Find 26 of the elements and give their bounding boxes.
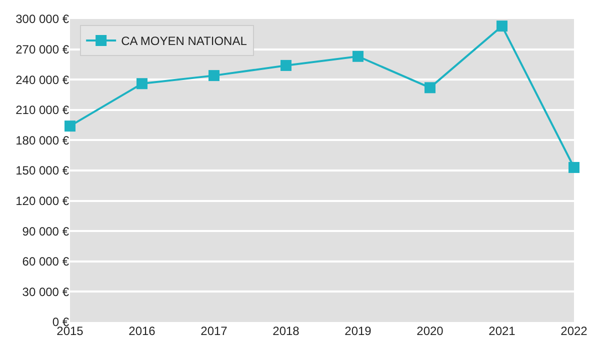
x-tick-label: 2021 xyxy=(488,324,516,338)
x-tick-label: 2018 xyxy=(272,324,300,338)
point xyxy=(64,120,76,132)
point xyxy=(424,82,436,94)
point xyxy=(352,50,364,62)
point xyxy=(136,78,148,90)
y-tick-label: 120 000 € xyxy=(16,194,70,208)
y-tick-label: 90 000 € xyxy=(22,224,70,238)
point xyxy=(208,70,220,82)
y-tick-label: 210 000 € xyxy=(16,103,70,118)
x-tick-label: 2022 xyxy=(560,324,588,338)
x-tick-label: 2020 xyxy=(416,324,444,338)
y-tick-label: 150 000 € xyxy=(16,164,70,178)
x-tick-label: 2019 xyxy=(344,324,372,338)
y-tick-label: 240 000 € xyxy=(16,72,70,87)
y-tick-label: 60 000 € xyxy=(22,254,70,269)
y-tick-label: 300 000 € xyxy=(16,12,70,26)
y-tick-label: 270 000 € xyxy=(16,42,70,56)
y-tick-label: 180 000 € xyxy=(16,133,70,148)
x-tick-label: 2016 xyxy=(128,324,156,338)
point xyxy=(496,20,508,32)
legend-label: CA MOYEN NATIONAL xyxy=(121,34,248,48)
point xyxy=(280,60,292,71)
x-tick-label: 2017 xyxy=(200,324,228,338)
y-tick-label: 30 000 € xyxy=(22,284,70,299)
point xyxy=(568,162,580,173)
